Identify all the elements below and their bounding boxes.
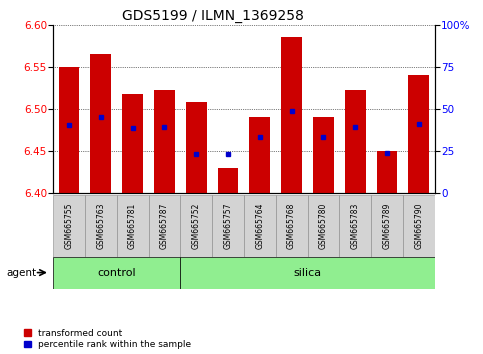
Text: GSM665763: GSM665763 [96, 202, 105, 249]
Bar [308, 195, 339, 257]
Legend: transformed count, percentile rank within the sample: transformed count, percentile rank withi… [24, 329, 191, 349]
Text: GSM665764: GSM665764 [256, 202, 264, 249]
Bar [212, 195, 244, 257]
Bar [180, 195, 212, 257]
Bar [53, 257, 180, 289]
Bar [117, 195, 149, 257]
Text: GSM665768: GSM665768 [287, 202, 296, 249]
Bar [149, 195, 180, 257]
Bar [154, 90, 175, 193]
Text: GSM665783: GSM665783 [351, 202, 360, 249]
Bar [180, 257, 435, 289]
Bar [339, 195, 371, 257]
Text: GSM665780: GSM665780 [319, 202, 328, 249]
Bar [85, 195, 117, 257]
Bar [371, 195, 403, 257]
Bar [90, 54, 111, 193]
Bar [59, 67, 79, 193]
Bar [276, 195, 308, 257]
Text: GSM665781: GSM665781 [128, 202, 137, 249]
Bar [244, 195, 276, 257]
Bar [250, 117, 270, 193]
Bar [218, 168, 238, 193]
Text: GSM665787: GSM665787 [160, 202, 169, 249]
Text: GSM665789: GSM665789 [383, 202, 392, 249]
Text: silica: silica [294, 268, 322, 278]
Text: control: control [98, 268, 136, 278]
Bar [53, 195, 85, 257]
Text: agent: agent [6, 268, 36, 278]
Bar [409, 75, 429, 193]
Bar [313, 117, 334, 193]
Bar [345, 90, 366, 193]
Text: GSM665755: GSM665755 [65, 202, 73, 249]
Bar [377, 151, 398, 193]
Text: GSM665757: GSM665757 [224, 202, 232, 249]
Bar [403, 195, 435, 257]
Text: GSM665752: GSM665752 [192, 202, 201, 249]
Text: GSM665790: GSM665790 [414, 202, 423, 249]
Bar [122, 94, 143, 193]
Bar [281, 38, 302, 193]
Text: GDS5199 / ILMN_1369258: GDS5199 / ILMN_1369258 [122, 9, 303, 23]
Bar [186, 102, 207, 193]
